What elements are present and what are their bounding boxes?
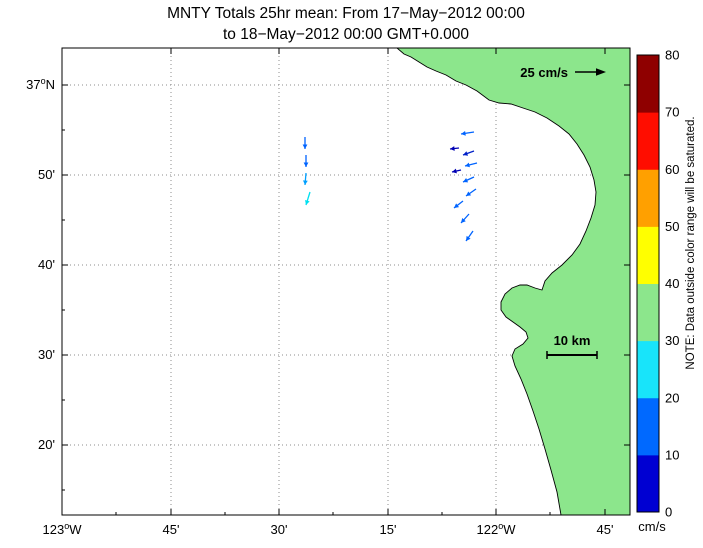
x-tick-label: 15' — [380, 522, 397, 537]
colorbar-saturation-note: NOTE: Data outside color range will be s… — [685, 116, 697, 369]
current-vector-head — [450, 146, 455, 151]
figure-title-line2: to 18−May−2012 00:00 GMT+0.000 — [222, 26, 470, 43]
colorbar-segment — [637, 55, 659, 113]
current-vector-head — [302, 144, 308, 149]
current-vectors — [302, 130, 478, 242]
land-coastline — [396, 48, 630, 515]
y-tick-label: 50' — [38, 167, 55, 182]
label-superscript: o — [498, 521, 503, 531]
colorbar-segment — [637, 283, 659, 342]
colorbar-unit-label: cm/s — [638, 519, 666, 534]
label-base: 122 — [477, 522, 499, 537]
current-vector-head — [452, 168, 457, 174]
colorbar-segment — [637, 169, 659, 227]
label-base: 37 — [26, 77, 40, 92]
current-vector-head — [303, 162, 309, 167]
scale-bar: 10 km — [546, 333, 598, 359]
current-vector-head — [461, 218, 466, 223]
y-tick-label: 40' — [38, 257, 55, 272]
current-vector-head — [463, 151, 469, 156]
x-tick-label: 45' — [597, 522, 614, 537]
x-tick-label: 45' — [163, 522, 180, 537]
label-base: 123 — [43, 522, 65, 537]
figure-title-line1: MNTY Totals 25hr mean: From 17−May−2012 … — [167, 5, 525, 22]
colorbar-segment — [637, 340, 659, 399]
colorbar-border — [636, 54, 660, 513]
colorbar-segment — [637, 454, 659, 513]
label-base: N — [46, 77, 55, 92]
colorbar-tick-label: 60 — [665, 162, 679, 177]
plot-border — [61, 47, 631, 516]
reference-vector-label: 25 cm/s — [520, 65, 568, 80]
current-vector-head — [454, 203, 460, 208]
current-vector-head — [463, 177, 469, 183]
current-vector-head — [466, 191, 472, 196]
axis-ticks — [61, 48, 630, 515]
label-superscript: o — [41, 76, 46, 86]
ocean-area — [62, 48, 630, 515]
y-tick-label: 37oN — [26, 76, 55, 92]
x-tick-label: 123oW — [43, 521, 83, 537]
y-tick-label: 20' — [38, 437, 55, 452]
label-base: W — [69, 522, 82, 537]
y-tick-label: 30' — [38, 347, 55, 362]
colorbar: 0 10 20 30 40 50 60 70 80 cm/s — [636, 48, 679, 534]
colorbar-tick-label: 30 — [665, 333, 679, 348]
colorbar-segment — [637, 226, 659, 284]
colorbar-tick-label: 40 — [665, 276, 679, 291]
label-base: W — [503, 522, 516, 537]
current-vector-head — [465, 162, 470, 168]
grid-lines — [62, 48, 630, 515]
colorbar-tick-label: 70 — [665, 105, 679, 120]
colorbar-segment — [637, 112, 659, 170]
reference-vector-head — [596, 68, 606, 76]
current-vector-head — [305, 199, 310, 205]
figure-title: MNTY Totals 25hr mean: From 17−May−2012 … — [62, 3, 630, 45]
label-superscript: o — [64, 521, 69, 531]
current-vector-head — [302, 180, 308, 185]
reference-vector: 25 cm/s — [520, 65, 606, 80]
colorbar-tick-label: 50 — [665, 219, 679, 234]
x-tick-label: 122oW — [477, 521, 517, 537]
current-vector-head — [461, 130, 466, 136]
colorbar-tick-label: 20 — [665, 390, 679, 405]
x-tick-label: 30' — [271, 522, 288, 537]
scale-bar-label: 10 km — [554, 333, 591, 348]
colorbar-segment — [637, 397, 659, 456]
colorbar-tick-label: 0 — [665, 505, 672, 520]
current-vector-head — [466, 235, 471, 241]
colorbar-tick-label: 10 — [665, 447, 679, 462]
colorbar-tick-label: 80 — [665, 48, 679, 63]
